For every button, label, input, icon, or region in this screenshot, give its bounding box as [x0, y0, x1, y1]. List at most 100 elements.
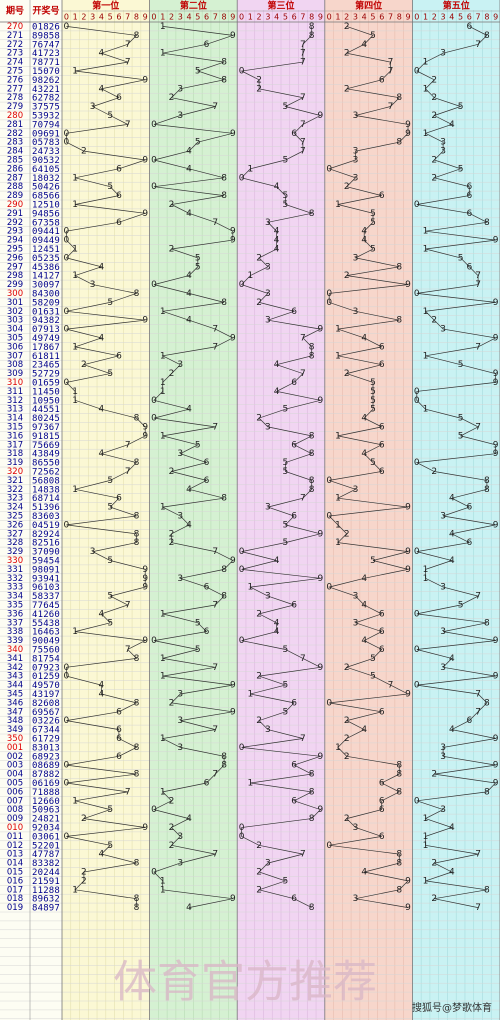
draw-number: 61729 [32, 734, 60, 744]
number-digit: 9 [32, 583, 37, 593]
trend-digit: 4 [361, 636, 367, 646]
number-digit: 4 [49, 725, 54, 735]
number-digit: 3 [54, 805, 59, 815]
trend-digit: 2 [431, 467, 437, 477]
trend-digit: 0 [151, 805, 157, 815]
trend-digit: 7 [212, 422, 218, 432]
trend-line [153, 26, 234, 908]
number-digit: 5 [38, 66, 43, 76]
issue: 328 [7, 538, 23, 548]
trend-digit: 5 [370, 405, 376, 415]
trend-digit: 0 [414, 609, 420, 619]
issue: 011 [7, 832, 23, 842]
draw-number: 12451 [32, 244, 60, 254]
trend-digit: 8 [134, 894, 140, 904]
draw-number: 70794 [32, 120, 60, 130]
draw-number: 68923 [32, 752, 60, 762]
number-digit: 8 [54, 485, 59, 495]
trend-digit: 0 [64, 22, 70, 32]
trend-digit: 1 [72, 200, 78, 210]
trend-digit: 7 [125, 120, 131, 130]
number-digit: 1 [49, 325, 54, 335]
number-digit: 8 [38, 592, 43, 602]
number-digit: 9 [49, 876, 54, 886]
number-digit: 8 [43, 770, 48, 780]
number-digit: 1 [54, 405, 59, 415]
number-digit: 5 [54, 253, 59, 263]
trend-digit: 2 [344, 49, 350, 59]
number-digit: 8 [32, 859, 37, 869]
issue: 339 [7, 636, 23, 646]
number-digit: 5 [43, 538, 48, 548]
number-digit: 1 [54, 84, 59, 94]
number-digit: 9 [49, 503, 54, 513]
trend-digit: 5 [283, 155, 289, 165]
trend-digit: 2 [256, 414, 262, 424]
trend-digit: 3 [440, 325, 446, 335]
trend-digit: 7 [212, 547, 218, 557]
trend-digit: 2 [169, 244, 175, 254]
number-digit: 2 [43, 414, 48, 424]
number-digit: 6 [32, 93, 37, 103]
trend-digit: 6 [379, 796, 385, 806]
number-digit: 3 [49, 592, 54, 602]
number-digit: 0 [43, 565, 48, 575]
draw-number: 43197 [32, 689, 60, 699]
draw-number: 58209 [32, 298, 60, 308]
number-digit: 2 [54, 173, 59, 183]
number-digit: 7 [54, 280, 59, 290]
draw-number: 03061 [32, 832, 60, 842]
number-digit: 6 [43, 761, 48, 771]
number-digit: 1 [38, 672, 43, 682]
trend-digit: 4 [274, 360, 280, 370]
number-digit: 0 [54, 547, 59, 557]
number-digit: 4 [54, 120, 59, 130]
trend-digit: 8 [309, 342, 315, 352]
issue: 007 [7, 796, 23, 806]
trend-digit: 1 [160, 876, 166, 886]
number-digit: 2 [32, 867, 37, 877]
number-digit: 2 [38, 529, 43, 539]
number-digit: 3 [49, 823, 54, 833]
trend-digit: 7 [125, 440, 131, 450]
issue: 274 [7, 58, 23, 68]
trend-digit: 9 [230, 236, 236, 246]
draw-number: 90532 [32, 155, 60, 165]
digit-header: 1 [73, 13, 78, 22]
number-digit: 9 [43, 574, 48, 584]
trend-digit: 7 [300, 93, 306, 103]
number-digit: 4 [49, 636, 54, 646]
digit-header: 7 [388, 13, 393, 22]
trend-digit: 8 [396, 316, 402, 326]
trend-digit: 7 [125, 600, 131, 610]
number-digit: 0 [49, 289, 54, 299]
trend-digit: 8 [309, 351, 315, 361]
trend-digit: 5 [370, 387, 376, 397]
digit-header: 3 [90, 13, 95, 22]
issue-column [0, 0, 30, 1020]
trend-digit: 3 [177, 111, 183, 121]
trend-digit: 5 [283, 681, 289, 691]
number-digit: 3 [38, 859, 43, 869]
trend-digit: 2 [169, 369, 175, 379]
issue: 292 [7, 218, 23, 228]
trend-digit: 3 [440, 147, 446, 157]
trend-digit: 6 [379, 467, 385, 477]
trend-digit: 0 [326, 511, 332, 521]
trend-digit: 9 [405, 547, 411, 557]
number-digit: 0 [43, 66, 48, 76]
number-digit: 5 [54, 164, 59, 174]
number-digit: 0 [38, 805, 43, 815]
draw-number: 94856 [32, 209, 60, 219]
draw-number: 07913 [32, 325, 60, 335]
trend-digit: 2 [344, 716, 350, 726]
issue: 285 [7, 155, 23, 165]
number-digit: 9 [54, 236, 59, 246]
trend-digit: 5 [370, 556, 376, 566]
issue: 341 [7, 654, 23, 664]
issue: 010 [7, 823, 23, 833]
number-digit: 5 [38, 618, 43, 628]
number-digit: 7 [38, 770, 43, 780]
trend-digit: 6 [379, 360, 385, 370]
digit-header: 6 [292, 13, 297, 22]
